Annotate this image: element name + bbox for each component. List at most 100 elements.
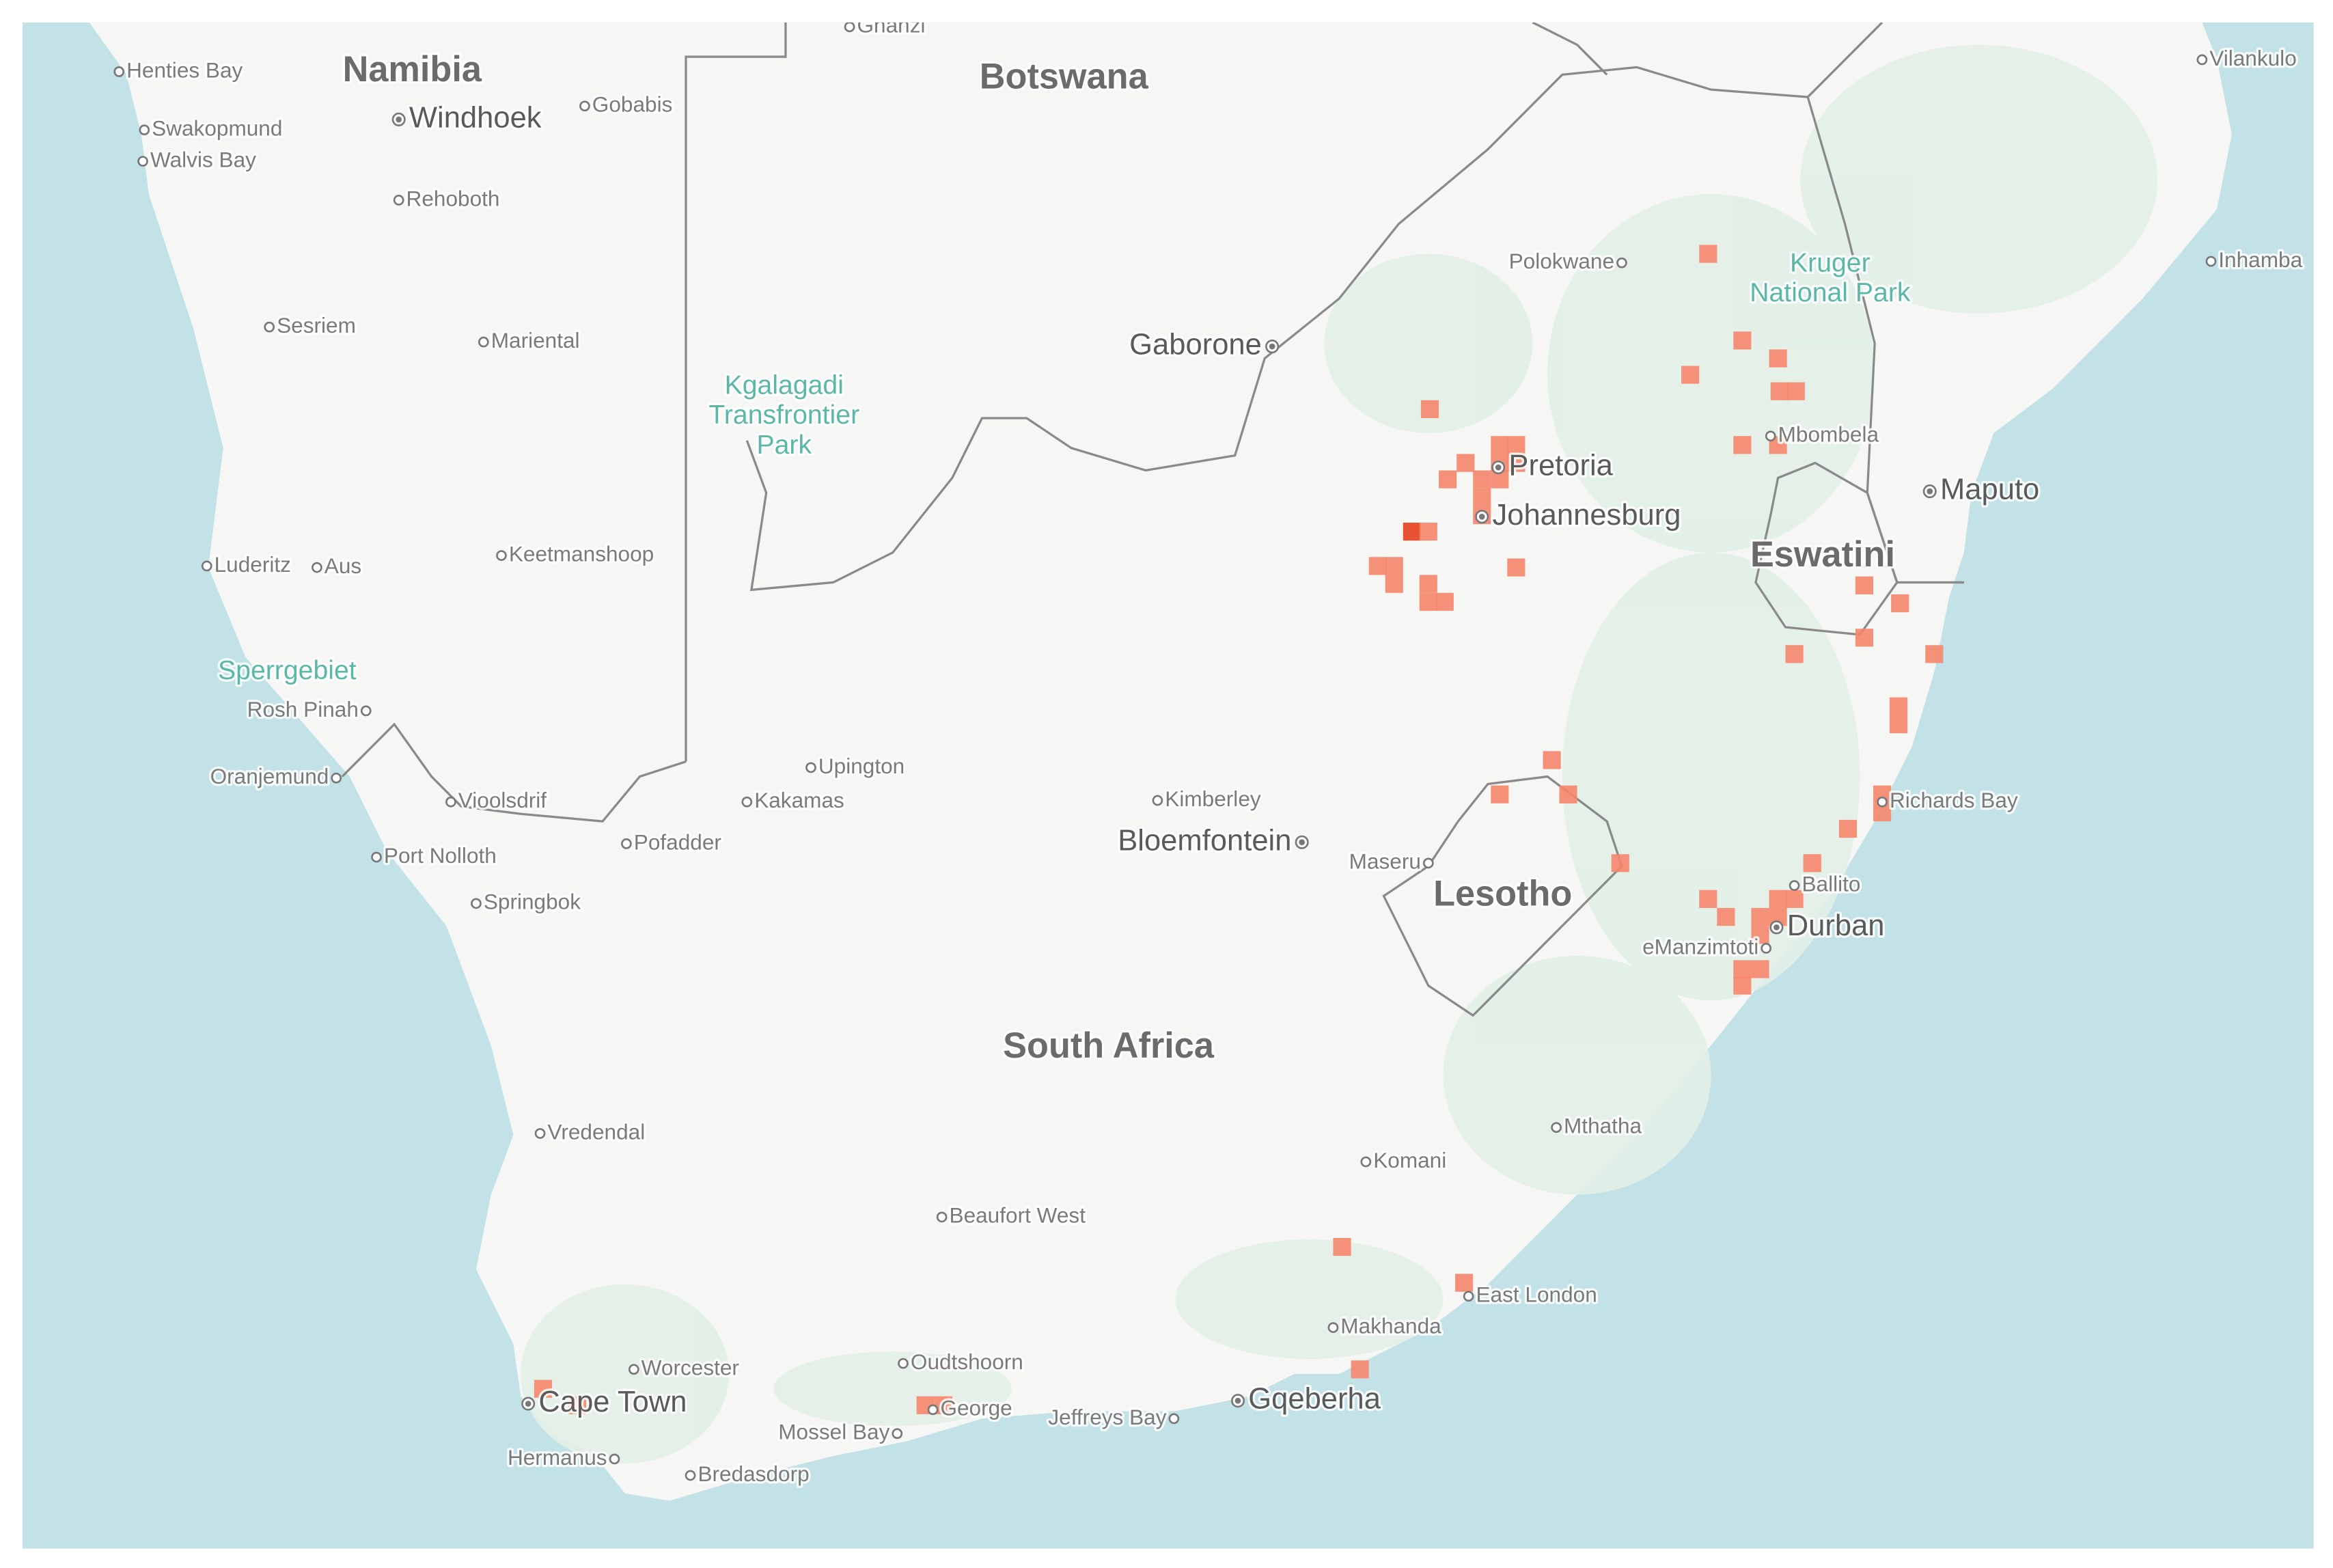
town-label: East London xyxy=(1476,1282,1597,1307)
heat-cell xyxy=(1403,523,1421,541)
town-label: Beaufort West xyxy=(950,1203,1086,1228)
heat-cell xyxy=(1611,854,1629,872)
place-dot xyxy=(628,1364,639,1375)
town-label: Sesriem xyxy=(277,313,356,338)
city-label: Johannesburg xyxy=(1492,499,1681,532)
place-dot xyxy=(496,550,507,561)
heat-cell xyxy=(1507,454,1526,472)
town-label: Rehoboth xyxy=(406,186,500,210)
city-label: Gaborone xyxy=(1129,329,1262,361)
heat-cell xyxy=(1419,592,1437,611)
town-label: Ghanzi xyxy=(857,13,925,38)
place-dot-center xyxy=(1269,343,1275,350)
heat-cell xyxy=(1717,907,1735,926)
place-dot xyxy=(1327,1322,1339,1333)
place-dot xyxy=(201,560,212,572)
place-dot xyxy=(927,1404,939,1416)
place-dot xyxy=(805,762,816,773)
heat-cell xyxy=(1889,697,1908,715)
place-dot-center xyxy=(1495,464,1502,471)
place-dot xyxy=(609,1453,620,1465)
country-label: Eswatini xyxy=(1750,535,1895,575)
place-dot xyxy=(936,1211,948,1223)
heat-cell xyxy=(1785,645,1804,663)
place-dot xyxy=(478,336,489,348)
heat-cell xyxy=(1333,1237,1351,1256)
labels: Namibia Botswana South Africa Lesotho Eswati… xyxy=(113,13,2305,1488)
heat-cell xyxy=(1419,575,1437,593)
park-label: Transfrontier xyxy=(708,400,859,430)
place-dot xyxy=(1616,257,1627,269)
place-dot xyxy=(741,796,753,808)
country-label: Botswana xyxy=(980,57,1149,97)
heat-cell xyxy=(1507,558,1526,577)
place-dot xyxy=(312,562,322,573)
heat-cell xyxy=(1435,592,1454,611)
place-dot xyxy=(1789,880,1800,891)
country-label: South Africa xyxy=(1003,1026,1215,1066)
town-label: eManzimtoti xyxy=(1642,934,1758,959)
town-label: Henties Bay xyxy=(126,57,243,82)
heat-cell xyxy=(1786,382,1805,400)
heat-cell xyxy=(1457,454,1475,472)
map-frame: Namibia Botswana South Africa Lesotho Eswati… xyxy=(22,13,2314,1549)
place-dot-center xyxy=(1299,839,1306,846)
place-dot xyxy=(113,66,125,77)
heat-cell xyxy=(1491,785,1509,803)
town-label: Vilankulo xyxy=(2209,46,2297,70)
town-label: Oudtshoorn xyxy=(911,1349,1023,1374)
place-dot-center xyxy=(1234,1397,1241,1404)
heat-cell xyxy=(1455,1274,1474,1292)
heat-cell xyxy=(1385,557,1403,575)
heat-cell xyxy=(1543,751,1561,769)
place-dot xyxy=(360,705,372,717)
heat-cell xyxy=(1889,715,1908,734)
city-label: Cape Town xyxy=(538,1386,687,1418)
heat-cell xyxy=(1769,890,1787,908)
heat-cell xyxy=(1733,331,1752,350)
town-label: Pofadder xyxy=(634,829,721,854)
place-dot xyxy=(534,1128,546,1139)
heat-cell xyxy=(1891,594,1909,613)
place-dot xyxy=(393,195,404,206)
town-label: Keetmanshoop xyxy=(509,541,654,566)
town-label: Maseru xyxy=(1349,849,1421,874)
place-dot-center xyxy=(396,116,402,123)
town-label: Inhamba xyxy=(2218,247,2302,272)
heat-cell xyxy=(1855,629,1874,647)
heat-cell xyxy=(1419,523,1437,541)
heat-cell xyxy=(1473,488,1491,506)
heat-cell xyxy=(1699,245,1717,263)
place-dot xyxy=(621,838,632,849)
heat-cell xyxy=(1351,1360,1369,1379)
park-label: National Park xyxy=(1750,277,1911,307)
town-label: Polokwane xyxy=(1509,249,1614,273)
town-label: Upington xyxy=(818,754,905,778)
place-dot xyxy=(1422,857,1434,869)
heat-cell xyxy=(1733,960,1752,978)
place-dot-center xyxy=(1927,488,1933,495)
heat-cell xyxy=(1491,436,1509,454)
heat-cell xyxy=(1733,976,1752,995)
town-label: Kakamas xyxy=(754,788,844,812)
place-dot xyxy=(2196,54,2208,66)
place-dot xyxy=(331,772,342,784)
place-dot xyxy=(685,1470,696,1481)
town-label: Mariental xyxy=(491,328,580,353)
place-dot xyxy=(371,851,382,863)
town-label: Swakopmund xyxy=(152,115,282,140)
place-dot xyxy=(579,100,590,112)
heat-cell xyxy=(1559,785,1577,803)
town-label: Port Nolloth xyxy=(384,843,497,868)
town-label: Hermanus xyxy=(508,1445,607,1470)
town-label: Mbombela xyxy=(1778,422,1879,447)
heat-cell xyxy=(1769,349,1787,368)
heat-cell xyxy=(1681,366,1700,384)
town-label: Ballito xyxy=(1801,871,1860,896)
place-dot xyxy=(1152,795,1163,806)
place-dot-center xyxy=(1478,513,1485,520)
vegetation xyxy=(521,44,2158,1463)
town-label: Kimberley xyxy=(1165,786,1261,811)
town-label: Rosh Pinah xyxy=(247,697,359,721)
